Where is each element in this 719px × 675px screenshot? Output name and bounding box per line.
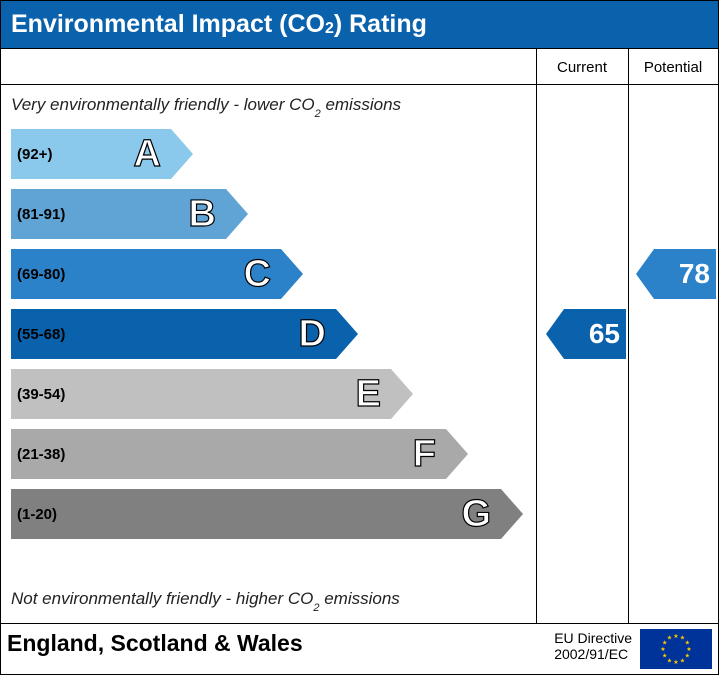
band-bar-d: (55-68) D: [11, 309, 336, 359]
band-range-a: (92+): [11, 146, 52, 163]
title-text-sub: 2: [325, 20, 334, 38]
title-text-pre: Environmental Impact (CO: [11, 10, 325, 39]
header-potential: Potential: [628, 49, 718, 85]
band-letter-g: G: [461, 493, 491, 536]
band-chevron-c: [281, 249, 303, 299]
svg-text:★: ★: [680, 657, 685, 664]
directive-line1: EU Directive: [554, 630, 632, 646]
band-range-g: (1-20): [11, 506, 57, 523]
svg-text:★: ★: [685, 653, 690, 660]
caption-bottom: Not environmentally friendly - higher CO…: [11, 589, 400, 611]
band-letter-e: E: [356, 373, 381, 416]
title-bar: Environmental Impact (CO2) Rating: [1, 1, 718, 49]
footer-region: England, Scotland & Wales: [7, 630, 303, 657]
band-chevron-a: [171, 129, 193, 179]
band-letter-a: A: [134, 133, 161, 176]
band-letter-c: C: [244, 253, 271, 296]
pointer-current: 65: [546, 309, 626, 359]
band-bar-e: (39-54) E: [11, 369, 391, 419]
band-f: (21-38) F: [11, 429, 446, 479]
svg-text:★: ★: [660, 646, 665, 653]
band-range-c: (69-80): [11, 266, 65, 283]
band-bar-a: (92+) A: [11, 129, 171, 179]
band-letter-d: D: [299, 313, 326, 356]
band-chevron-f: [446, 429, 468, 479]
eu-flag-icon: ★★★★★★★★★★★★: [640, 629, 712, 669]
epc-chart-container: Environmental Impact (CO2) Rating Curren…: [0, 0, 719, 675]
svg-text:★: ★: [686, 646, 691, 653]
footer: England, Scotland & Wales EU Directive 2…: [1, 624, 718, 674]
col-divider-2: [628, 49, 629, 623]
band-range-d: (55-68): [11, 326, 65, 343]
band-range-b: (81-91): [11, 206, 65, 223]
band-chevron-b: [226, 189, 248, 239]
band-letter-b: B: [189, 193, 216, 236]
footer-directive: EU Directive 2002/91/EC: [554, 630, 632, 662]
title-text-post: ) Rating: [334, 10, 427, 39]
pointer-potential-value: 78: [679, 258, 710, 290]
chart-grid: Current Potential Very environmentally f…: [1, 49, 718, 624]
svg-text:★: ★: [685, 640, 690, 647]
band-chevron-g: [501, 489, 523, 539]
band-b: (81-91) B: [11, 189, 226, 239]
band-bar-b: (81-91) B: [11, 189, 226, 239]
directive-line2: 2002/91/EC: [554, 646, 632, 662]
svg-text:★: ★: [662, 653, 667, 660]
band-chevron-d: [336, 309, 358, 359]
band-bar-g: (1-20) G: [11, 489, 501, 539]
header-current: Current: [536, 49, 628, 85]
band-bar-f: (21-38) F: [11, 429, 446, 479]
band-d: (55-68) D: [11, 309, 336, 359]
band-a: (92+) A: [11, 129, 171, 179]
svg-text:★: ★: [673, 659, 678, 666]
caption-top: Very environmentally friendly - lower CO…: [11, 95, 401, 117]
band-c: (69-80) C: [11, 249, 281, 299]
band-range-f: (21-38): [11, 446, 65, 463]
band-chevron-e: [391, 369, 413, 419]
header-row: Current Potential: [1, 49, 718, 85]
pointer-current-value: 65: [589, 318, 620, 350]
col-divider-1: [536, 49, 537, 623]
band-range-e: (39-54): [11, 386, 65, 403]
band-letter-f: F: [413, 433, 436, 476]
svg-text:★: ★: [667, 657, 672, 664]
svg-text:★: ★: [667, 635, 672, 642]
pointer-potential: 78: [636, 249, 716, 299]
band-bar-c: (69-80) C: [11, 249, 281, 299]
band-e: (39-54) E: [11, 369, 391, 419]
band-g: (1-20) G: [11, 489, 501, 539]
svg-text:★: ★: [673, 633, 678, 640]
